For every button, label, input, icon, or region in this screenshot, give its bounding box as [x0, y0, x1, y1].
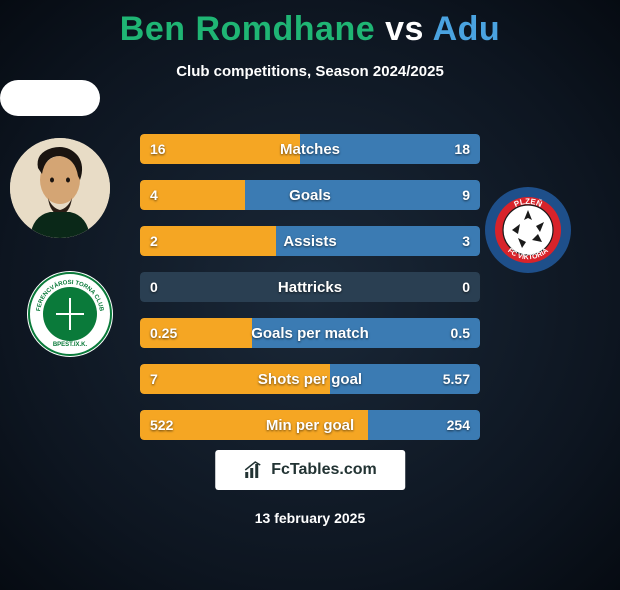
stats-container: 1618Matches 49Goals 23Assists 00Hattricks 0.… — [140, 134, 480, 456]
player1-name: Ben Romdhane — [120, 10, 375, 48]
stat-label: Matches — [140, 134, 480, 164]
stat-row: 1618Matches — [140, 134, 480, 164]
comparison-title: Ben Romdhane vs Adu — [0, 10, 620, 49]
team1-badge: FERENCVÁROSI TORNA CLUB BPEST.IX.K. — [26, 270, 114, 358]
player1-avatar — [10, 138, 110, 238]
player2-name: Adu — [433, 10, 501, 48]
stat-label: Goals per match — [140, 318, 480, 348]
vs-separator: vs — [385, 10, 424, 48]
stat-row: 00Hattricks — [140, 272, 480, 302]
team2-badge: PLZEŇ FC VIKTORIA — [484, 186, 572, 274]
brand-box: FcTables.com — [215, 450, 405, 490]
chart-icon — [243, 460, 263, 480]
stat-row: 0.250.5Goals per match — [140, 318, 480, 348]
date-text: 13 february 2025 — [0, 510, 620, 526]
player2-avatar-placeholder — [0, 80, 100, 116]
stat-row: 75.57Shots per goal — [140, 364, 480, 394]
stat-row: 522254Min per goal — [140, 410, 480, 440]
stat-label: Shots per goal — [140, 364, 480, 394]
stat-row: 23Assists — [140, 226, 480, 256]
stat-label: Goals — [140, 180, 480, 210]
svg-text:BPEST.IX.K.: BPEST.IX.K. — [53, 342, 88, 348]
subtitle: Club competitions, Season 2024/2025 — [0, 63, 620, 80]
brand-text: FcTables.com — [271, 461, 377, 479]
stat-label: Assists — [140, 226, 480, 256]
stat-label: Min per goal — [140, 410, 480, 440]
stat-label: Hattricks — [140, 272, 480, 302]
stat-row: 49Goals — [140, 180, 480, 210]
